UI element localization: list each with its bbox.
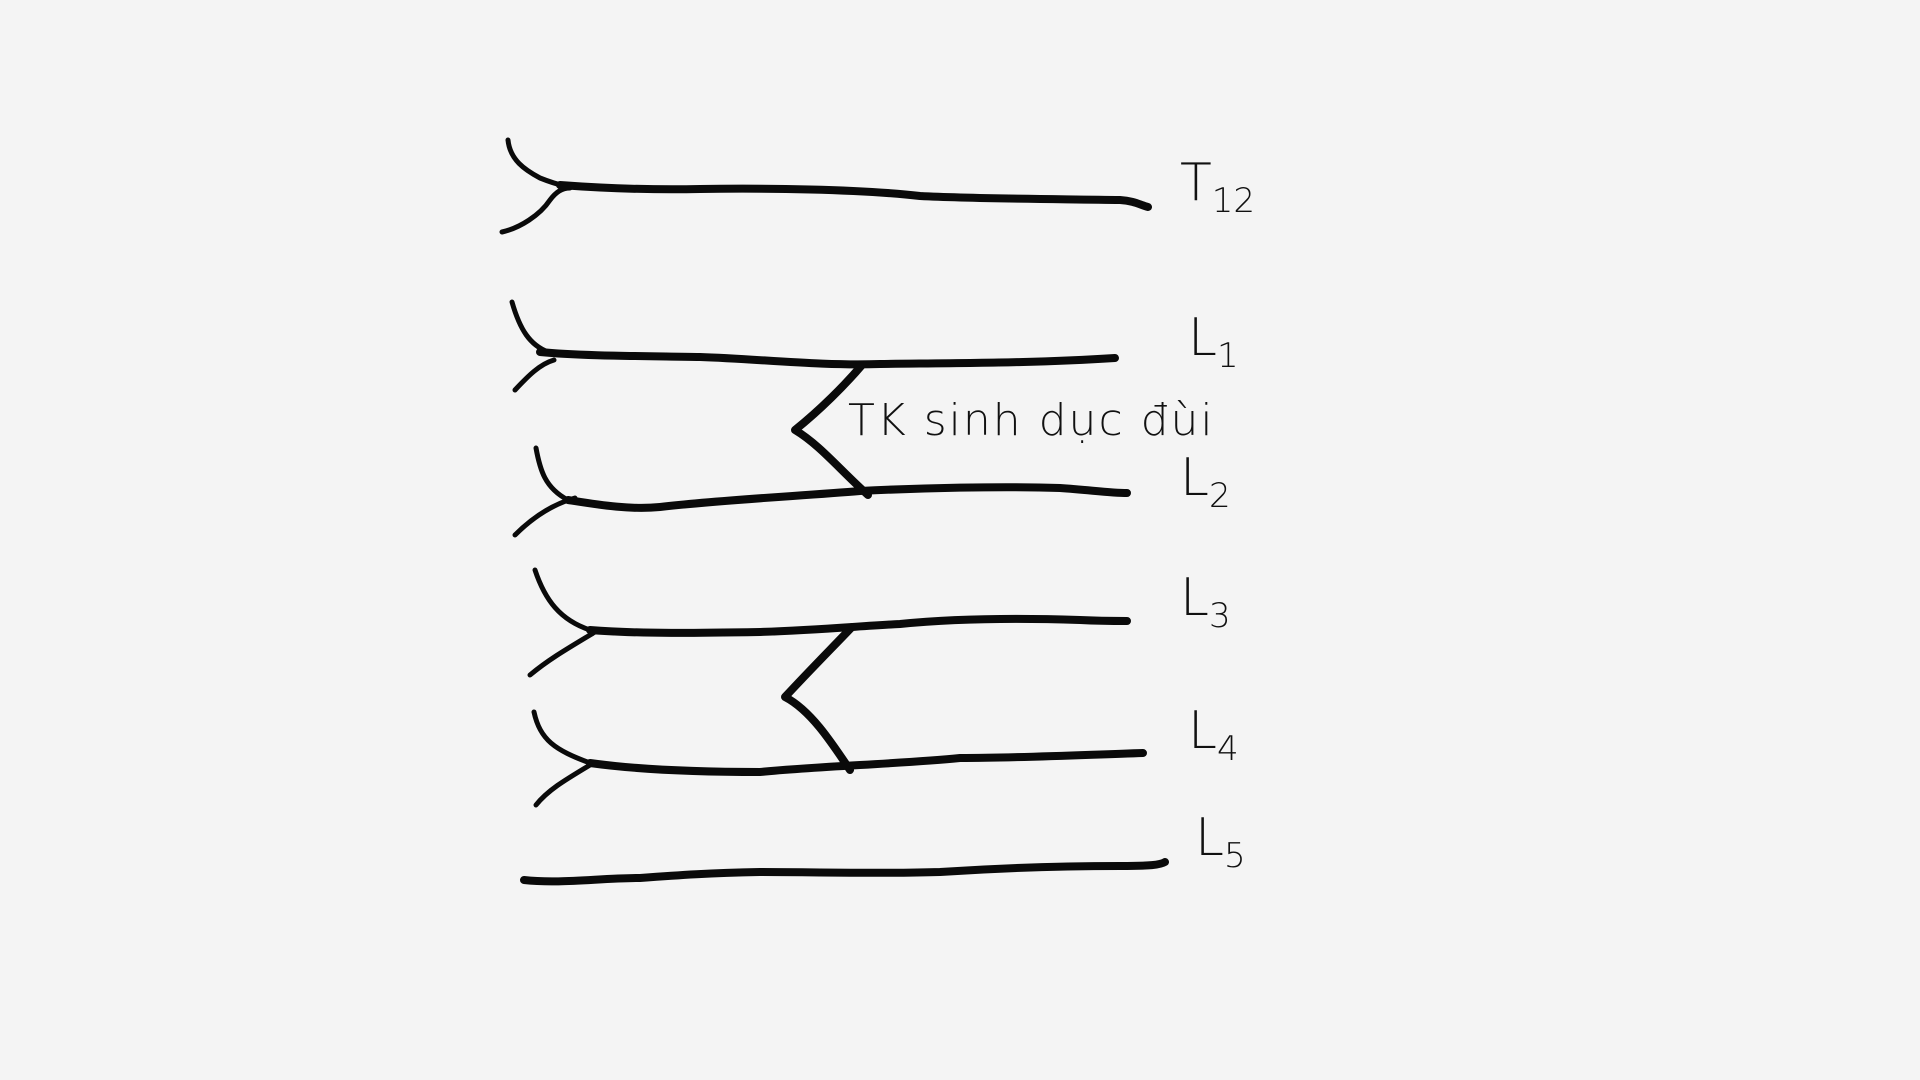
- junction-l1-l2: [791, 361, 872, 499]
- root-label-l3: L3: [1180, 568, 1231, 636]
- root-line-l3: [527, 567, 1131, 678]
- root-line-l4: [531, 709, 1147, 808]
- root-label-l4: L4: [1188, 701, 1239, 769]
- annotation-genitofemoral-nerve: TK sinh dục đùi: [848, 395, 1215, 446]
- root-label-l2: L2: [1180, 448, 1231, 516]
- root-label-l5: L5: [1195, 808, 1246, 876]
- root-line-l1: [509, 299, 1119, 393]
- root-line-l2: [512, 445, 1131, 538]
- root-line-l5: [520, 858, 1169, 886]
- junction-l3-l4: [781, 623, 856, 774]
- root-line-t12: [499, 137, 1152, 235]
- root-label-t12: T12: [1180, 153, 1255, 221]
- root-label-l1: L1: [1188, 308, 1239, 376]
